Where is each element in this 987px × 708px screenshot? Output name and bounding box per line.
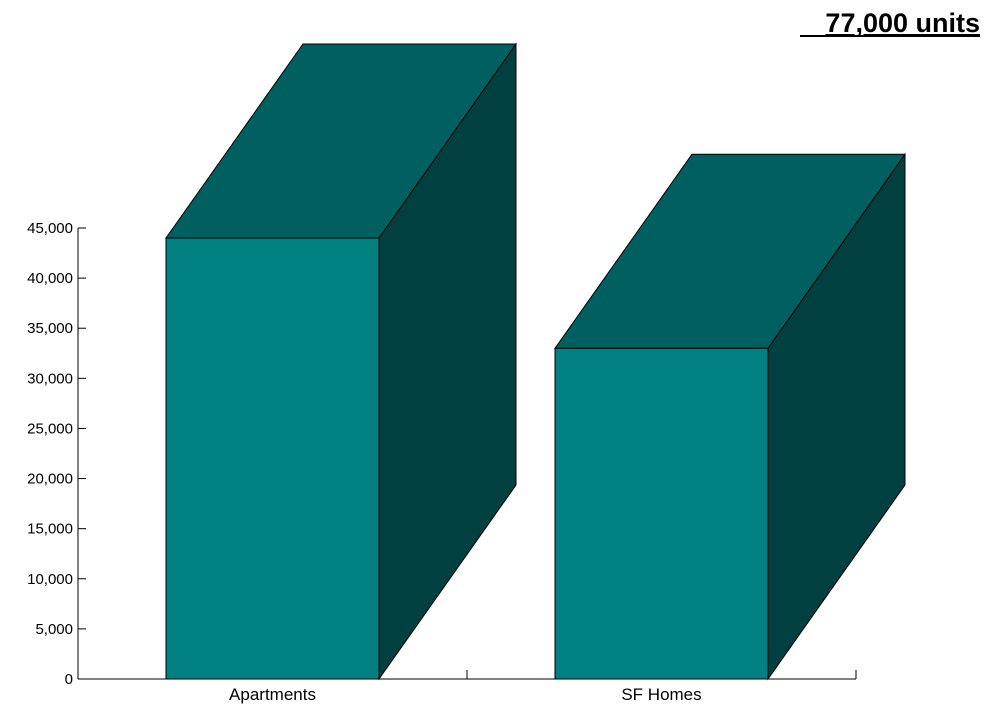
y-tick-label: 25,000 [27, 420, 73, 437]
bars [165, 42, 906, 681]
bar-front-face [165, 237, 380, 680]
bar-front-face [554, 347, 769, 680]
bar [554, 152, 906, 681]
y-tick-label: 45,000 [27, 220, 73, 237]
y-axis: 0 5,000 10,000 15,000 20,000 25,000 30,000 35,0… [27, 220, 86, 688]
y-tick-label: 40,000 [27, 270, 73, 287]
y-tick-label: 10,000 [27, 571, 73, 588]
y-tick-label: 20,000 [27, 471, 73, 488]
x-category-label: Apartments [229, 685, 316, 704]
chart-title: 77,000 units [825, 8, 980, 38]
bar [165, 42, 517, 681]
y-tick-label: 0 [65, 671, 73, 688]
y-tick-label: 35,000 [27, 320, 73, 337]
y-tick-label: 15,000 [27, 521, 73, 538]
x-category-label: SF Homes [621, 685, 701, 704]
y-tick-label: 5,000 [35, 621, 73, 638]
y-tick-label: 30,000 [27, 370, 73, 387]
